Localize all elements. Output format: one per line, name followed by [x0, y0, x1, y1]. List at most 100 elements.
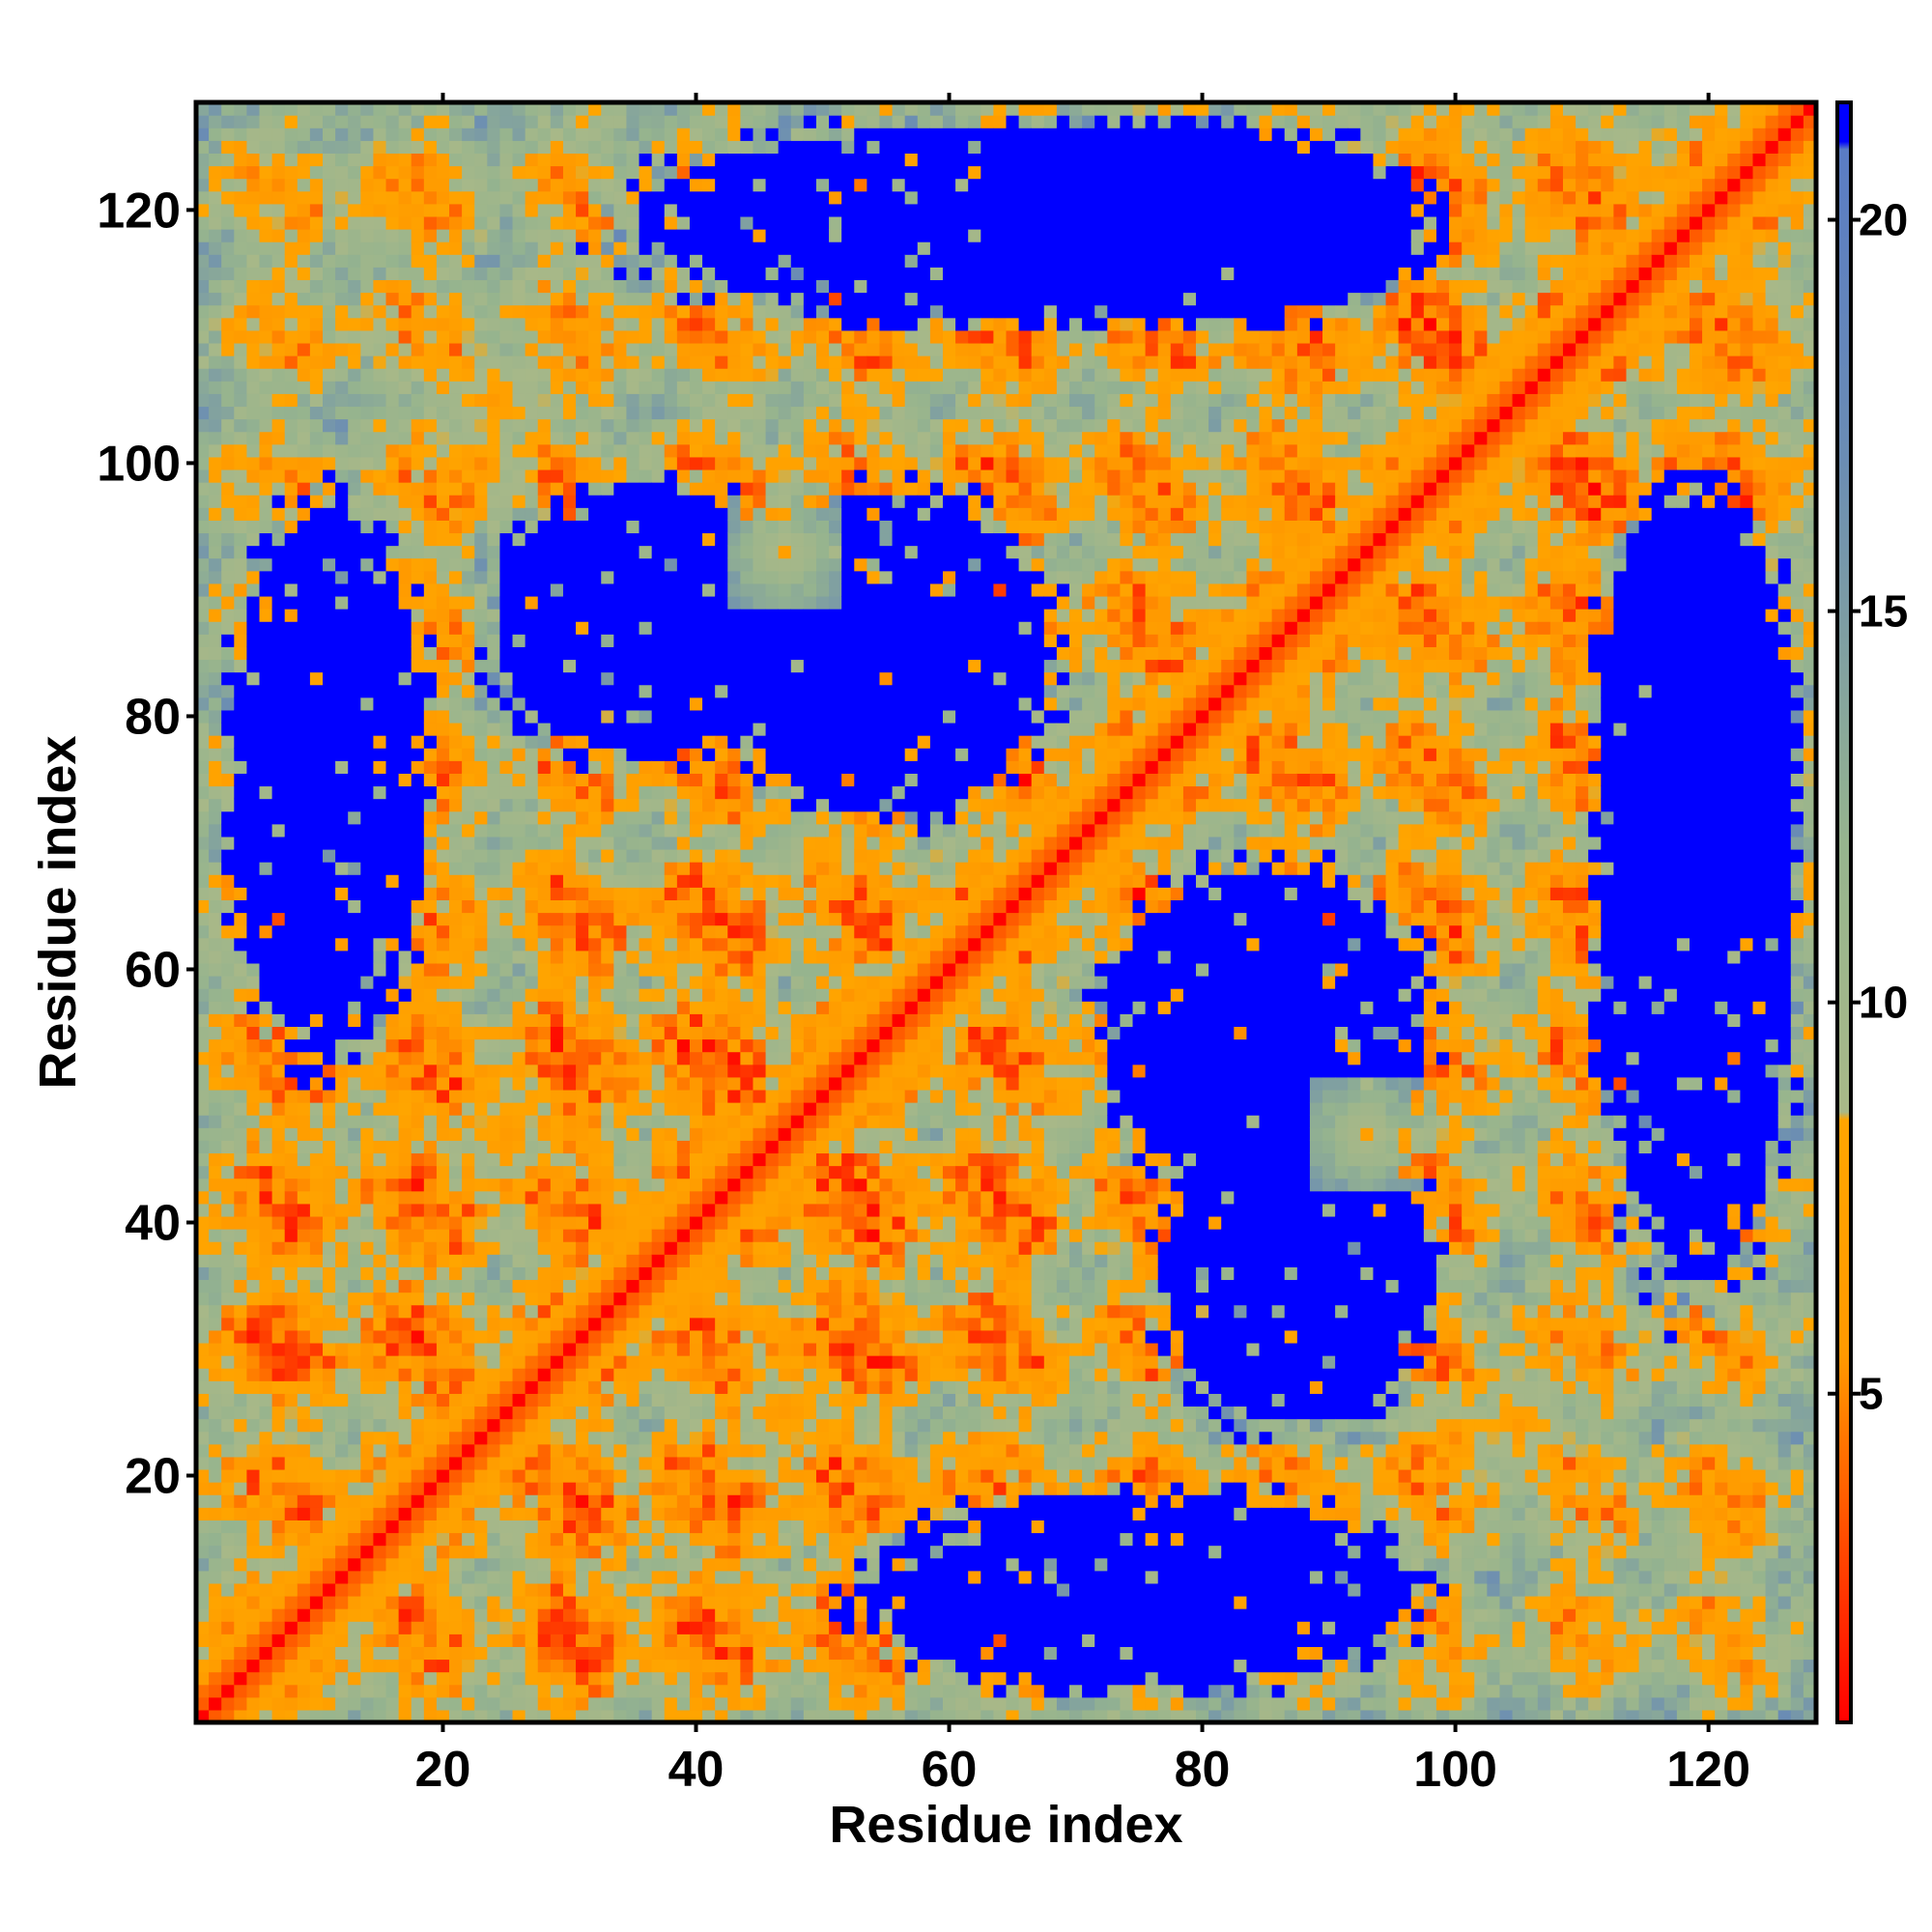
- heatmap-cell: [512, 279, 526, 294]
- heatmap-cell: [613, 1152, 628, 1167]
- heatmap-cell: [512, 203, 526, 217]
- heatmap-cell: [373, 1494, 387, 1508]
- heatmap-cell: [309, 684, 324, 698]
- heatmap-cell: [449, 368, 463, 382]
- heatmap-cell: [626, 1582, 640, 1597]
- heatmap-cell: [601, 646, 614, 661]
- heatmap-cell: [271, 1329, 286, 1344]
- heatmap-cell: [639, 621, 653, 635]
- heatmap-cell: [323, 1115, 336, 1128]
- heatmap-cell: [335, 1582, 349, 1597]
- heatmap-cell: [385, 1621, 400, 1634]
- heatmap-cell: [512, 760, 526, 774]
- heatmap-cell: [423, 1076, 438, 1091]
- heatmap-cell: [601, 242, 614, 255]
- heatmap-cell: [601, 1482, 614, 1495]
- heatmap-cell: [209, 1545, 222, 1559]
- heatmap-cell: [487, 1595, 501, 1609]
- heatmap-cell: [639, 178, 653, 192]
- heatmap-cell: [373, 153, 387, 167]
- heatmap-cell: [284, 267, 298, 281]
- heatmap-cell: [246, 178, 261, 192]
- heatmap-cell: [436, 1317, 450, 1331]
- heatmap-cell: [651, 1494, 666, 1508]
- heatmap-cell: [487, 1621, 501, 1634]
- heatmap-cell: [449, 1659, 463, 1673]
- heatmap-cell: [411, 292, 425, 306]
- heatmap-cell: [499, 874, 514, 888]
- heatmap-cell: [613, 1646, 628, 1661]
- heatmap-cell: [323, 1229, 336, 1242]
- heatmap-cell: [309, 1406, 324, 1420]
- heatmap-cell: [449, 267, 463, 281]
- heatmap-cell: [297, 582, 311, 597]
- heatmap-cell: [196, 215, 210, 230]
- heatmap-cell: [462, 696, 475, 711]
- heatmap-cell: [209, 582, 222, 597]
- heatmap-cell: [234, 785, 247, 800]
- heatmap-cell: [385, 1709, 400, 1723]
- heatmap-cell: [626, 887, 640, 900]
- heatmap-cell: [499, 215, 514, 230]
- heatmap-cell: [436, 773, 450, 787]
- heatmap-cell: [234, 836, 247, 850]
- heatmap-cell: [512, 1621, 526, 1634]
- heatmap-cell: [664, 874, 678, 888]
- heatmap-cell: [639, 1127, 653, 1141]
- heatmap-cell: [323, 1406, 336, 1420]
- heatmap-cell: [196, 696, 210, 711]
- heatmap-cell: [664, 848, 678, 863]
- heatmap-cell: [360, 1215, 375, 1230]
- heatmap-cell: [348, 102, 361, 116]
- heatmap-cell: [385, 1342, 400, 1356]
- heatmap-cell: [601, 190, 614, 205]
- heatmap-cell: [588, 254, 602, 268]
- heatmap-cell: [576, 381, 589, 394]
- heatmap-cell: [639, 1266, 653, 1281]
- heatmap-cell: [423, 1178, 438, 1192]
- heatmap-cell: [676, 215, 691, 230]
- heatmap-cell: [537, 1431, 552, 1445]
- heatmap-cell: [512, 634, 526, 647]
- heatmap-cell: [209, 1659, 222, 1673]
- heatmap-cell: [576, 1165, 589, 1179]
- heatmap-cell: [588, 709, 602, 724]
- heatmap-cell: [411, 862, 425, 875]
- heatmap-cell: [398, 1507, 412, 1520]
- heatmap-cell: [613, 1634, 628, 1647]
- heatmap-cell: [676, 1013, 691, 1028]
- heatmap-cell: [664, 128, 678, 141]
- heatmap-cell: [525, 443, 539, 458]
- heatmap-cell: [474, 545, 488, 559]
- heatmap-cell: [234, 1709, 247, 1723]
- heatmap-cell: [411, 140, 425, 154]
- heatmap-cell: [664, 1254, 678, 1267]
- heatmap-cell: [348, 140, 361, 154]
- heatmap-cell: [639, 304, 653, 319]
- heatmap-cell: [284, 1659, 298, 1673]
- heatmap-cell: [360, 279, 375, 294]
- heatmap-cell: [474, 1001, 488, 1014]
- heatmap-cell: [499, 1102, 514, 1116]
- heatmap-cell: [462, 557, 475, 572]
- heatmap-cell: [525, 355, 539, 369]
- heatmap-cell: [309, 368, 324, 382]
- heatmap-cell: [360, 760, 375, 774]
- heatmap-cell: [196, 1013, 210, 1028]
- heatmap-cell: [284, 1406, 298, 1420]
- heatmap-cell: [259, 798, 273, 812]
- heatmap-cell: [196, 887, 210, 900]
- heatmap-cell: [221, 153, 235, 167]
- heatmap-cell: [209, 215, 222, 230]
- heatmap-cell: [209, 1329, 222, 1344]
- heatmap-cell: [651, 115, 666, 128]
- heatmap-cell: [487, 976, 501, 989]
- heatmap-cell: [537, 140, 552, 154]
- heatmap-cell: [576, 507, 589, 521]
- heatmap-cell: [487, 279, 501, 294]
- heatmap-cell: [576, 1266, 589, 1281]
- heatmap-cell: [601, 1026, 614, 1040]
- heatmap-cell: [487, 1241, 501, 1255]
- heatmap-cell: [639, 950, 653, 964]
- heatmap-cell: [373, 1532, 387, 1547]
